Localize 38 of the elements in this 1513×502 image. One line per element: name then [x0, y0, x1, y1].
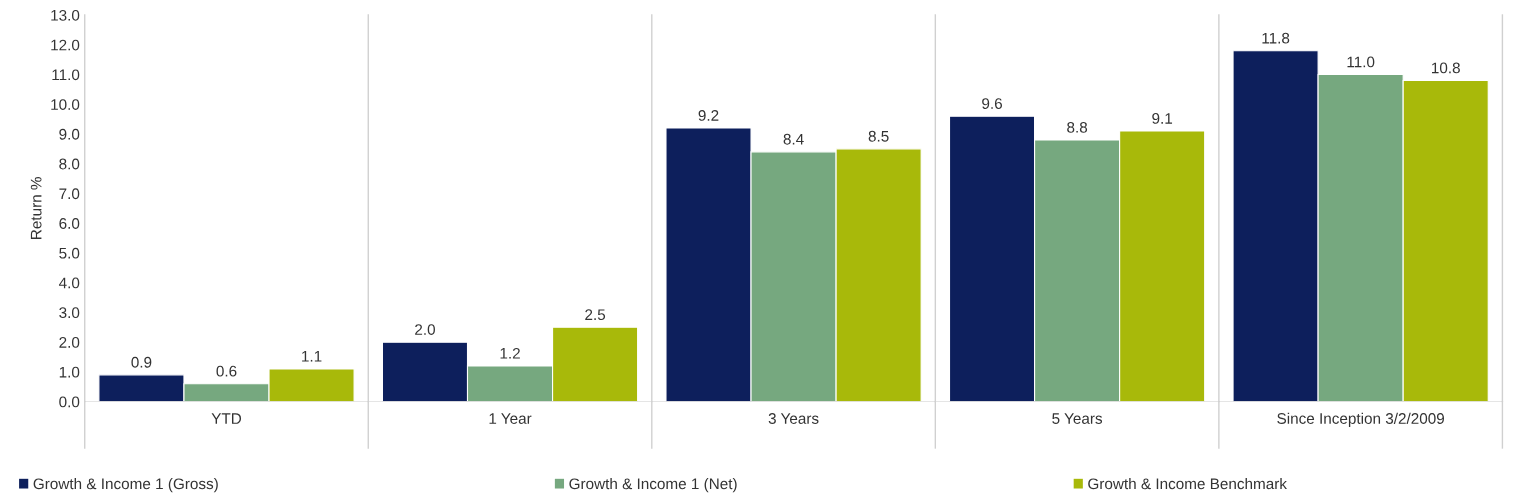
data-label: 2.0 — [415, 324, 435, 335]
y-tick-label: 6.0 — [59, 218, 80, 229]
data-label: 8.4 — [783, 133, 804, 145]
data-label: 0.6 — [216, 365, 237, 377]
y-tick-label: 10.0 — [51, 99, 80, 110]
y-tick-label: 0.0 — [59, 396, 80, 408]
legend-label: Growth & Income 1 (Net) — [569, 477, 737, 493]
y-axis-title: Return % — [30, 177, 42, 239]
data-label: 9.2 — [698, 110, 719, 121]
data-label: 2.5 — [585, 309, 606, 321]
x-tick-label: 1 Year — [489, 413, 532, 424]
x-tick-label: 5 Years — [1052, 413, 1103, 424]
x-tick-label: 3 Years — [768, 413, 819, 424]
data-label: 1.2 — [500, 347, 520, 359]
y-tick-label: 12.0 — [51, 39, 80, 51]
y-tick-label: 9.0 — [59, 128, 80, 140]
y-tick-label: 4.0 — [58, 277, 80, 289]
data-label: 9.1 — [1152, 113, 1173, 124]
y-tick-label: 3.0 — [59, 307, 80, 319]
y-tick-label: 8.0 — [59, 158, 80, 170]
data-label: 11.8 — [1262, 32, 1290, 44]
y-tick-label: 1.0 — [59, 366, 80, 378]
legend-label: Growth & Income 1 (Gross) — [33, 477, 218, 493]
y-tick-label: 2.0 — [59, 337, 80, 348]
data-label: 9.6 — [982, 98, 1002, 109]
x-tick-label: Since Inception 3/2/2009 — [1277, 412, 1445, 427]
data-label: 1.1 — [302, 351, 322, 362]
data-label: 10.8 — [1432, 62, 1460, 74]
y-tick-label: 7.0 — [59, 188, 80, 200]
y-tick-label: 5.0 — [59, 247, 80, 259]
data-label: 11.0 — [1347, 56, 1375, 68]
legend-label: Growth & Income Benchmark — [1088, 477, 1287, 490]
y-tick-label: 11.0 — [52, 69, 80, 81]
data-label: 8.5 — [868, 130, 889, 142]
x-tick-label: YTD — [211, 413, 242, 424]
y-tick-label: 13.0 — [51, 9, 80, 21]
data-label: 0.9 — [131, 356, 152, 368]
data-label: 8.8 — [1067, 121, 1088, 133]
